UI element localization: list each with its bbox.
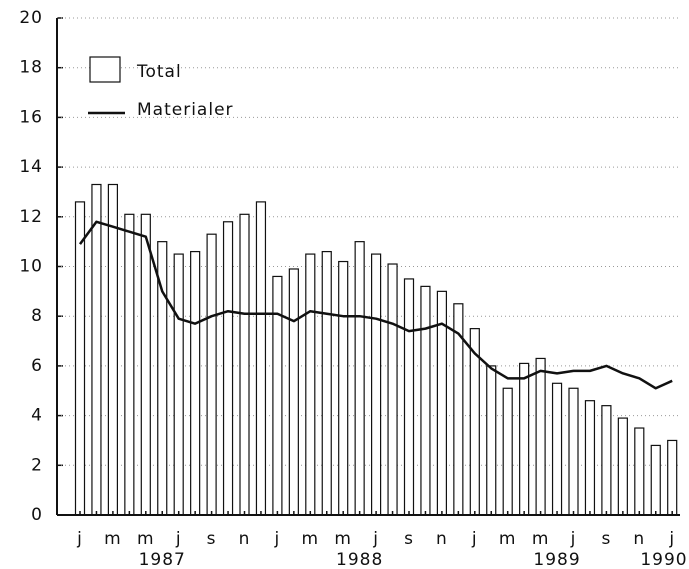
legend-swatch	[89, 56, 121, 83]
x-tick-label: j	[471, 529, 478, 549]
x-tick-label: s	[601, 529, 611, 549]
bar	[667, 439, 678, 516]
y-tick-label: 14	[19, 157, 43, 177]
legend-label: Total	[136, 62, 182, 82]
y-tick-label: 16	[19, 107, 43, 127]
bar	[74, 201, 86, 516]
x-tick-label: m	[532, 529, 550, 549]
x-tick-label: s	[207, 529, 217, 549]
x-tick-label: n	[239, 529, 251, 549]
legend-label: Materialer	[137, 100, 234, 120]
bar	[584, 400, 596, 516]
line	[78, 220, 673, 390]
bar	[305, 253, 316, 516]
bar	[91, 183, 102, 516]
bar	[502, 387, 513, 516]
bar	[239, 213, 250, 516]
y-tick-label: 12	[19, 207, 43, 227]
y-tick-label: 10	[19, 257, 43, 277]
bar	[617, 417, 628, 516]
bar	[338, 260, 349, 516]
y-tick-label: 18	[19, 58, 43, 78]
year-label: 1990	[640, 550, 687, 569]
x-tick-label: m	[302, 529, 320, 549]
x-tick-label: n	[436, 529, 448, 549]
year-label: 1989	[533, 550, 580, 569]
x-tick-label: m	[104, 529, 122, 549]
bar	[140, 213, 151, 516]
bar	[551, 382, 563, 516]
bar	[272, 275, 283, 516]
y-tick-label: 8	[31, 306, 43, 326]
x-tick-label: j	[668, 529, 675, 549]
year-label: 1988	[336, 550, 383, 569]
bar	[206, 233, 217, 516]
bar	[420, 285, 431, 516]
y-tick-label: 20	[19, 8, 43, 28]
x-tick-label: s	[404, 529, 414, 549]
x-tick-label: m	[334, 529, 352, 549]
bar	[601, 405, 612, 516]
y-tick-label: 0	[31, 505, 43, 525]
bar	[222, 221, 234, 516]
bar	[321, 250, 332, 516]
x-tick-label: j	[570, 529, 577, 549]
x-tick-label: j	[372, 529, 379, 549]
x-tick-label: j	[274, 529, 281, 549]
bar	[634, 427, 645, 516]
bar	[568, 387, 579, 516]
y-tick-label: 4	[31, 406, 43, 426]
bar	[403, 278, 415, 516]
bar	[107, 183, 119, 516]
x-tick-label: j	[175, 529, 182, 549]
x-tick-label: m	[499, 529, 517, 549]
x-tick-label: n	[633, 529, 645, 549]
y-tick-label: 6	[31, 356, 43, 376]
bar	[190, 250, 201, 516]
bar	[173, 253, 184, 516]
bar	[124, 213, 135, 516]
bar	[371, 253, 382, 516]
bar	[387, 263, 398, 516]
bar	[519, 362, 530, 516]
year-label: 1987	[139, 550, 186, 569]
bar	[288, 268, 299, 516]
bar	[354, 241, 365, 516]
x-tick-label: j	[76, 529, 83, 549]
bar	[650, 444, 661, 516]
bar	[486, 365, 497, 516]
x-tick-label: m	[137, 529, 155, 549]
bar	[535, 357, 546, 516]
y-tick-label: 2	[31, 455, 43, 475]
bar	[255, 201, 267, 516]
